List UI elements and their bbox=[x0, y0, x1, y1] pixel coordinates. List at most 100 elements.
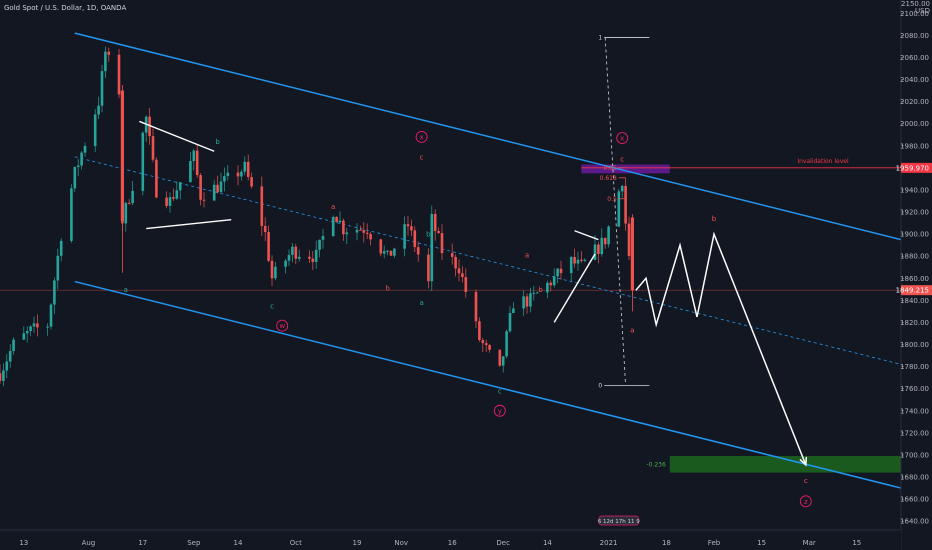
target-zone bbox=[669, 456, 901, 473]
candle bbox=[569, 255, 573, 283]
candle bbox=[297, 249, 301, 262]
x-tick-label: 17 bbox=[138, 539, 147, 547]
candle bbox=[117, 48, 121, 98]
candle bbox=[532, 285, 536, 301]
y-tick-label: 1820.00 bbox=[900, 319, 929, 327]
wave-label: b bbox=[538, 286, 543, 294]
fib-level-label: 0 bbox=[598, 382, 602, 389]
candle bbox=[284, 259, 287, 274]
svg-text:z: z bbox=[804, 498, 808, 506]
candle bbox=[175, 181, 179, 200]
svg-text:1849.215: 1849.215 bbox=[896, 287, 929, 295]
wave-label: b bbox=[426, 231, 431, 239]
candle bbox=[321, 228, 325, 249]
projection-path bbox=[635, 231, 807, 466]
candle bbox=[552, 268, 556, 288]
candle bbox=[195, 143, 199, 178]
candle bbox=[314, 240, 318, 269]
svg-text:x: x bbox=[620, 135, 624, 143]
candle bbox=[0, 364, 2, 384]
candle bbox=[600, 228, 604, 257]
candle bbox=[226, 165, 230, 181]
candle bbox=[416, 241, 420, 262]
candle bbox=[597, 241, 600, 264]
x-tick-label: 15 bbox=[852, 539, 861, 547]
x-tick-label: Feb bbox=[708, 539, 721, 547]
y-tick-label: 1900.00 bbox=[900, 231, 929, 239]
fib-diagonal bbox=[604, 37, 626, 386]
wave-label: a bbox=[331, 203, 335, 211]
candle bbox=[93, 109, 97, 153]
candle bbox=[522, 290, 525, 316]
time-axis[interactable]: 13 Aug 17 Sep 14 Oct 19 Nov 16 Dec 14 2021 18 Feb 15 Ma… bbox=[0, 515, 901, 550]
candle bbox=[120, 85, 124, 273]
x-tick-label: 19 bbox=[353, 539, 362, 547]
candle bbox=[559, 260, 563, 280]
candle bbox=[624, 177, 627, 231]
candle bbox=[267, 225, 270, 263]
y-tick-label: 1980.00 bbox=[900, 142, 929, 150]
candle bbox=[287, 249, 291, 266]
zones-layer: -0.236 Invalidation level bbox=[0, 158, 901, 473]
candle bbox=[263, 217, 267, 242]
trendline bbox=[146, 219, 232, 230]
svg-text:w: w bbox=[279, 322, 285, 330]
candle bbox=[76, 158, 80, 177]
y-tick-label: 2080.00 bbox=[900, 32, 929, 40]
svg-text:a: a bbox=[525, 252, 529, 260]
svg-text:c: c bbox=[498, 387, 502, 395]
wave-label: a bbox=[525, 252, 529, 260]
candle bbox=[338, 211, 342, 225]
candle bbox=[107, 47, 111, 62]
drawings-layer: 1 0.65 0.618 0.5 0 bbox=[139, 35, 808, 467]
candle bbox=[219, 172, 223, 193]
y-tick-label: 2020.00 bbox=[900, 98, 929, 106]
candle bbox=[355, 223, 359, 241]
x-tick-label: 18 bbox=[662, 539, 671, 547]
candle bbox=[461, 266, 464, 283]
candle bbox=[450, 243, 454, 265]
y-tick-label: 2000.00 bbox=[900, 120, 929, 128]
wave-label: z bbox=[799, 495, 812, 508]
x-tick-label: Nov bbox=[394, 539, 408, 547]
y-tick-label: 1920.00 bbox=[900, 209, 929, 217]
candle bbox=[345, 227, 349, 245]
channel-lower bbox=[74, 280, 902, 489]
price-tag: 1959.970 bbox=[896, 162, 932, 173]
y-tick-label: 1720.00 bbox=[900, 429, 929, 437]
wave-labels-layer: a b c w a b x c b a c y a b x c a b c z bbox=[124, 130, 812, 508]
svg-text:b: b bbox=[426, 231, 431, 239]
svg-text:c: c bbox=[804, 477, 808, 485]
candle bbox=[141, 131, 145, 196]
candle bbox=[36, 314, 39, 337]
svg-text:6 12d 17h 11 9: 6 12d 17h 11 9 bbox=[598, 519, 640, 525]
candle bbox=[535, 291, 539, 294]
fib-level-label: 1 bbox=[598, 35, 602, 42]
candle bbox=[342, 218, 345, 241]
svg-text:c: c bbox=[270, 302, 274, 310]
svg-text:y: y bbox=[498, 407, 502, 415]
svg-text:a: a bbox=[331, 203, 335, 211]
candle bbox=[127, 198, 131, 205]
svg-text:b: b bbox=[538, 286, 543, 294]
candle bbox=[603, 237, 607, 249]
x-tick-label: Sep bbox=[187, 539, 201, 547]
y-tick-label: 1860.00 bbox=[900, 275, 929, 283]
svg-text:c: c bbox=[420, 153, 424, 161]
candle bbox=[168, 192, 172, 213]
svg-text:b: b bbox=[712, 215, 717, 223]
y-tick-label: 1780.00 bbox=[900, 363, 929, 371]
wave-label: a bbox=[630, 327, 634, 335]
candle bbox=[627, 216, 631, 260]
svg-text:x: x bbox=[420, 133, 424, 141]
y-tick-label: 1740.00 bbox=[900, 407, 929, 415]
candle bbox=[53, 277, 56, 314]
candle bbox=[403, 216, 406, 257]
candle bbox=[607, 225, 610, 248]
x-tick-label: Oct bbox=[290, 539, 302, 547]
candle bbox=[155, 157, 158, 199]
candle bbox=[29, 325, 32, 337]
candle bbox=[148, 107, 151, 145]
